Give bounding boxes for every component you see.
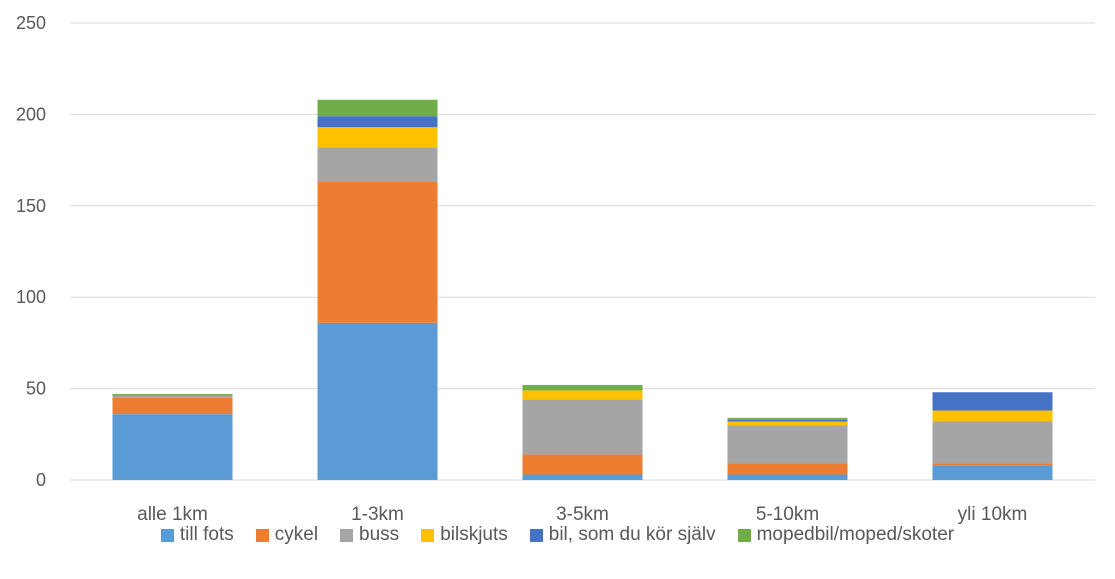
- bar-segment: [932, 410, 1053, 422]
- legend-label: buss: [359, 524, 400, 545]
- legend-swatch: [421, 528, 435, 542]
- bar-segment: [112, 414, 233, 480]
- legend-item: bil, som du kör själv: [529, 524, 716, 546]
- legend-swatch: [340, 528, 354, 542]
- y-tick-label: 50: [26, 379, 46, 399]
- bar-segment: [727, 474, 848, 480]
- bar-segment: [317, 99, 438, 117]
- legend-swatch: [160, 528, 174, 542]
- x-tick-label: 3-5km: [556, 504, 609, 525]
- legend-item: cykel: [255, 524, 319, 546]
- bar-segment: [932, 465, 1053, 480]
- bar-segment: [317, 127, 438, 148]
- chart-legend: till fots cykel buss bilskjuts bil, som du k…: [0, 524, 1115, 546]
- legend-label: mopedbil/moped/skoter: [756, 524, 955, 545]
- x-tick-label: alle 1km: [137, 504, 208, 525]
- bar-segment: [112, 397, 233, 415]
- bar-segment: [932, 421, 1053, 464]
- bar-segment: [932, 392, 1053, 411]
- x-tick-label: 1-3km: [351, 504, 404, 525]
- legend-label: bilskjuts: [440, 524, 508, 545]
- legend-label: cykel: [274, 524, 319, 545]
- x-tick-label: 5-10km: [756, 504, 819, 525]
- bar-segment: [522, 454, 643, 475]
- legend-item: buss: [340, 524, 399, 546]
- bar-segment: [522, 474, 643, 480]
- x-tick-label: yli 10km: [958, 504, 1028, 525]
- bar-segment: [522, 384, 643, 391]
- bar-segment: [727, 463, 848, 475]
- legend-swatch: [255, 528, 269, 542]
- y-tick-label: 150: [16, 196, 46, 216]
- legend-label: till fots: [179, 524, 234, 545]
- legend-label: bil, som du kör själv: [548, 524, 716, 545]
- bar-segment: [317, 147, 438, 183]
- y-tick-label: 100: [16, 287, 46, 307]
- legend-swatch: [737, 528, 751, 542]
- legend-item: mopedbil/moped/skoter: [737, 524, 955, 546]
- y-tick-label: 0: [36, 470, 46, 490]
- bar-segment: [317, 322, 438, 480]
- y-tick-label: 250: [16, 13, 46, 33]
- bar-segment: [727, 419, 848, 422]
- bar-segment: [727, 425, 848, 464]
- bar-segment: [317, 182, 438, 323]
- legend-item: bilskjuts: [421, 524, 508, 546]
- bar-segment: [522, 399, 643, 455]
- bar-segment: [317, 116, 438, 128]
- legend-item: till fots: [160, 524, 234, 546]
- bar-segment: [112, 394, 233, 396]
- bar-segment: [932, 463, 1053, 466]
- bar-segment: [727, 417, 848, 420]
- legend-swatch: [529, 528, 543, 542]
- bar-segment: [112, 395, 233, 398]
- bar-segment: [522, 390, 643, 400]
- bar-segment: [727, 421, 848, 426]
- y-tick-label: 200: [16, 104, 46, 124]
